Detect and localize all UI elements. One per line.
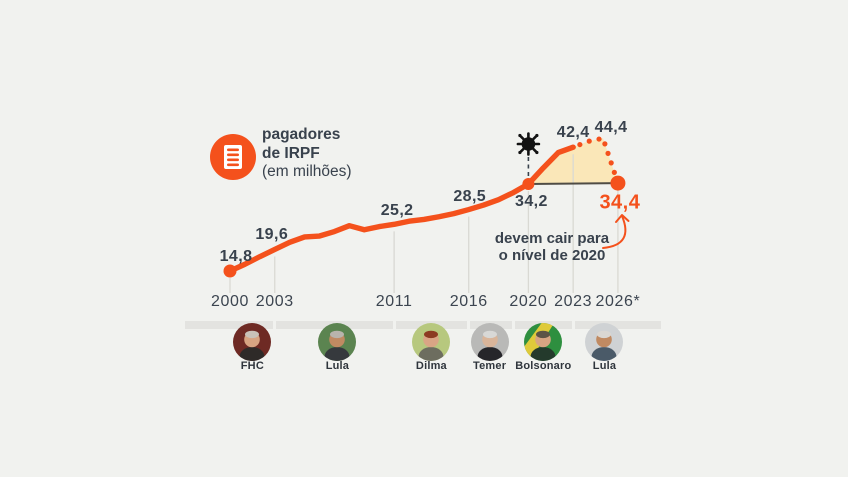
annotation-line-1: devem cair para — [494, 230, 610, 247]
avatar-lula-1 — [318, 323, 357, 361]
covid-virus-icon — [516, 132, 541, 156]
data-dot-2026 — [610, 175, 626, 191]
annotation: devem cair para o nível de 2020 — [495, 230, 609, 264]
president-name-lula-1: Lula — [325, 360, 350, 372]
avatar-fhc-0 — [233, 323, 272, 361]
value-label-2000: 14,8 — [219, 248, 253, 265]
axis-label-2003: 2003 — [255, 293, 294, 310]
president-name-lula-5: Lula — [592, 360, 617, 372]
legend: pagadores de IRPF (em milhões) — [262, 126, 352, 182]
axis-label-2023: 2023 — [554, 293, 593, 310]
legend-line-1: pagadores — [262, 126, 341, 143]
annotation-line-2: o nível de 2020 — [498, 247, 606, 264]
president-name-dilma-2: Dilma — [415, 360, 447, 372]
axis-label-2020: 2020 — [509, 293, 548, 310]
curved-arrow-icon — [602, 214, 630, 249]
value-label-2023: 42,4 — [556, 124, 590, 142]
baseline-2020-level — [528, 182, 618, 185]
term-bar-segment-1 — [185, 321, 274, 329]
axis-label-2000: 2000 — [211, 293, 249, 310]
legend-line-3: (em milhões) — [262, 163, 352, 180]
irpf-line-solid — [227, 144, 576, 274]
axis-label-2026: 2026* — [595, 293, 641, 310]
value-label-2026: 34,4 — [599, 191, 641, 214]
axis-label-2011: 2011 — [375, 293, 413, 310]
president-name-fhc-0: FHC — [240, 360, 264, 372]
avatar-bolsonaro-4 — [524, 323, 563, 361]
avatar-temer-3 — [470, 323, 509, 361]
value-label-2016: 28,5 — [453, 187, 487, 205]
data-dot-2020 — [522, 177, 535, 190]
data-dot-2000 — [223, 264, 237, 278]
irpf-line-projected-dotted — [577, 135, 621, 186]
axis-label-2016: 2016 — [449, 293, 488, 310]
value-label-2011: 25,2 — [380, 202, 414, 220]
president-name-bolsonaro-4: Bolsonaro — [515, 360, 572, 372]
avatar-lula-5 — [585, 323, 624, 361]
value-label-2003: 19,6 — [255, 226, 289, 244]
value-label-2020: 34,2 — [515, 192, 548, 210]
president-name-temer-3: Temer — [472, 360, 507, 372]
value-label-2025: 44,4 — [594, 119, 628, 137]
document-icon — [210, 134, 256, 180]
term-bar-segment-6 — [574, 321, 662, 329]
legend-line-2: de IRPF — [262, 144, 320, 162]
avatar-dilma-2 — [412, 323, 451, 361]
